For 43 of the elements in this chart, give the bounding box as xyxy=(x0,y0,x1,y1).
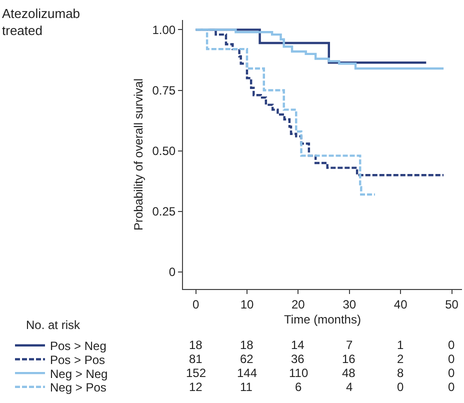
x-tick-label: 10 xyxy=(240,297,254,312)
text: 18 xyxy=(189,338,203,352)
text: 6 xyxy=(295,380,302,394)
text: 18 xyxy=(240,338,254,352)
text: 0 xyxy=(397,380,404,394)
text: 8 xyxy=(397,366,404,380)
text: 81 xyxy=(189,352,203,366)
text: 0 xyxy=(448,366,455,380)
text: Atezolizumab treated xyxy=(2,6,80,38)
x-tick-label: 40 xyxy=(394,297,408,312)
text: 16 xyxy=(342,352,356,366)
y-tick-label: 0.50 xyxy=(152,144,176,158)
y-axis-title: Probability of overall survival xyxy=(132,78,146,231)
y-tick-label: 1.00 xyxy=(152,22,176,37)
y-tick-label: 0.75 xyxy=(152,83,176,98)
text: 11 xyxy=(240,380,253,394)
text: 48 xyxy=(342,366,356,380)
text: 0 xyxy=(448,352,455,366)
y-tick-label: 0.25 xyxy=(152,204,176,219)
text: 152 xyxy=(186,366,206,380)
legend-label: Pos > Neg xyxy=(50,339,106,354)
text: 4 xyxy=(346,380,353,394)
x-tick-label: 30 xyxy=(342,297,356,312)
x-tick-label: 20 xyxy=(292,297,306,312)
text: 62 xyxy=(240,352,254,366)
text: No. at risk xyxy=(26,318,82,332)
text: 0 xyxy=(448,338,455,352)
legend-label: Neg > Neg xyxy=(50,366,108,381)
text: 14 xyxy=(291,338,305,352)
legend-label: Pos > Pos xyxy=(50,352,106,367)
text: 36 xyxy=(291,352,305,366)
y-tick-label: 0 xyxy=(168,265,176,280)
text: 0 xyxy=(448,380,455,394)
x-tick-label: 0 xyxy=(192,297,200,312)
x-tick-label: 50 xyxy=(445,297,459,312)
x-axis-title: Time (months) xyxy=(284,312,361,326)
text: 144 xyxy=(237,366,258,380)
text: 1 xyxy=(397,338,404,352)
legend-label: Neg > Pos xyxy=(50,380,106,395)
text: 7 xyxy=(346,338,353,352)
text: 110 xyxy=(289,366,308,380)
text: 12 xyxy=(189,380,203,394)
text: 2 xyxy=(397,352,404,366)
